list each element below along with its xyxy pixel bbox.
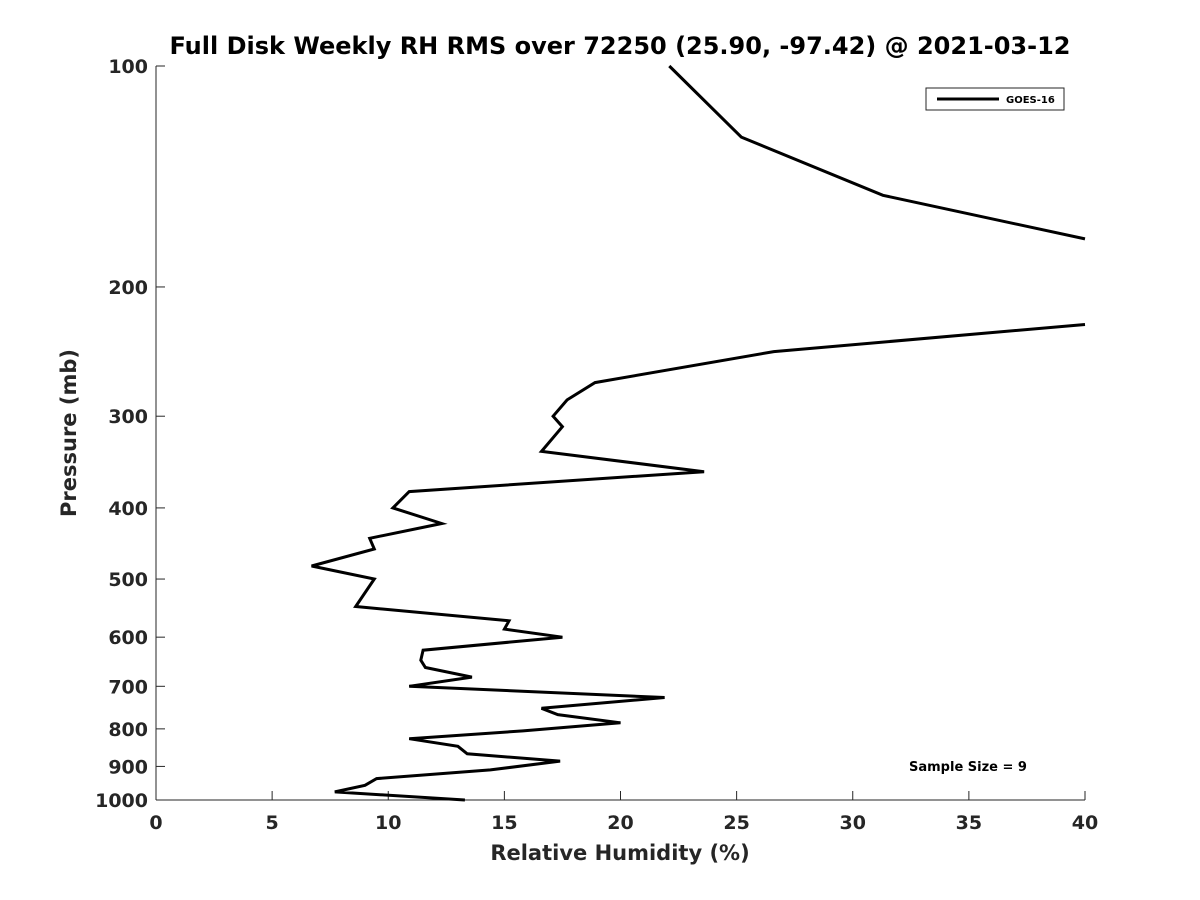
y-axis-label: Pressure (mb): [57, 349, 81, 517]
series-layer: [311, 64, 1086, 802]
chart-title: Full Disk Weekly RH RMS over 72250 (25.9…: [169, 32, 1070, 60]
y-tick-label: 300: [108, 406, 148, 428]
y-tick-label: 400: [108, 498, 148, 520]
x-tick-label: 15: [491, 812, 517, 834]
legend: GOES-16: [925, 87, 1065, 111]
y-tick-label: 800: [108, 719, 148, 741]
y-tick-label: 500: [108, 569, 148, 591]
x-tick-label: 10: [375, 812, 401, 834]
series-line-goes-16: [311, 64, 1086, 802]
x-tick-label: 20: [607, 812, 633, 834]
y-tick-label: 700: [108, 676, 148, 698]
legend-entry-goes-16: GOES-16: [1006, 95, 1055, 106]
x-tick-label: 25: [723, 812, 749, 834]
x-axis-ticks: 0 5 10 15 20 25 30 35 40: [149, 791, 1098, 834]
y-tick-label: 200: [108, 277, 148, 299]
sample-size-annotation: Sample Size = 9: [909, 760, 1027, 775]
plot-axes: [155, 66, 1085, 801]
x-tick-label: 0: [149, 812, 162, 834]
x-tick-label: 35: [956, 812, 982, 834]
y-tick-label: 900: [108, 756, 148, 778]
x-tick-label: 30: [840, 812, 866, 834]
y-tick-label: 600: [108, 627, 148, 649]
x-axis-label: Relative Humidity (%): [490, 841, 749, 865]
y-tick-label: 1000: [95, 790, 148, 812]
x-tick-label: 5: [266, 812, 279, 834]
x-tick-label: 40: [1072, 812, 1098, 834]
y-axis-ticks: 100 200 300 400 500 600 700 800 900 1000: [95, 56, 165, 812]
y-tick-label: 100: [108, 56, 148, 78]
